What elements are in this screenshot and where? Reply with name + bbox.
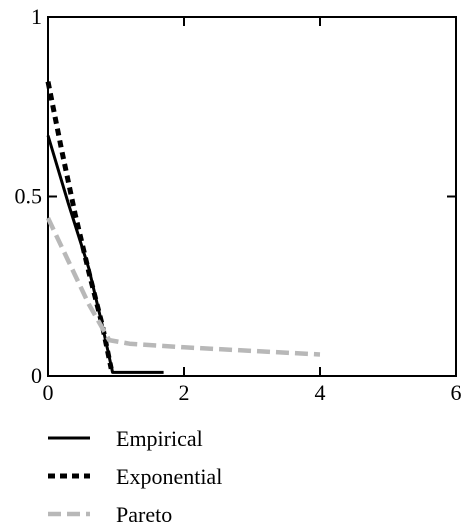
- plot-frame: [47, 16, 457, 377]
- x-tick-label: 0: [43, 380, 54, 405]
- y-tick-label: 0.5: [15, 184, 43, 209]
- x-tick-label: 2: [179, 380, 190, 405]
- series-lines: [45, 81, 321, 374]
- y-tick-label: 1: [31, 4, 42, 29]
- series-line-pareto: [45, 217, 321, 357]
- axis-tick-labels: 0 2 4 6 0 0.5 1: [15, 4, 462, 405]
- axis-ticks: [47, 16, 457, 377]
- legend-label-empirical: Empirical: [116, 426, 203, 451]
- y-tick-label: 0: [31, 363, 42, 388]
- legend: Empirical Exponential Pareto: [48, 426, 222, 527]
- legend-label-exponential: Exponential: [116, 464, 222, 489]
- series-line-exponential: [45, 81, 114, 370]
- x-tick-label: 6: [451, 380, 462, 405]
- x-tick-label: 4: [315, 380, 326, 405]
- legend-label-pareto: Pareto: [116, 502, 172, 527]
